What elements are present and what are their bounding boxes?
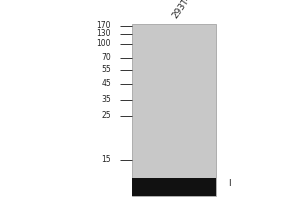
Text: 35: 35 — [101, 96, 111, 104]
Text: 55: 55 — [101, 66, 111, 74]
Text: 293T-UV: 293T-UV — [171, 0, 200, 20]
Bar — [132, 24, 216, 196]
Text: 15: 15 — [101, 156, 111, 164]
Text: 70: 70 — [101, 53, 111, 62]
Bar — [132, 178, 216, 196]
Text: I: I — [228, 179, 231, 188]
Text: 45: 45 — [101, 79, 111, 88]
Text: 130: 130 — [97, 29, 111, 38]
Text: 100: 100 — [97, 40, 111, 48]
Text: 170: 170 — [97, 21, 111, 30]
Text: 25: 25 — [101, 111, 111, 120]
